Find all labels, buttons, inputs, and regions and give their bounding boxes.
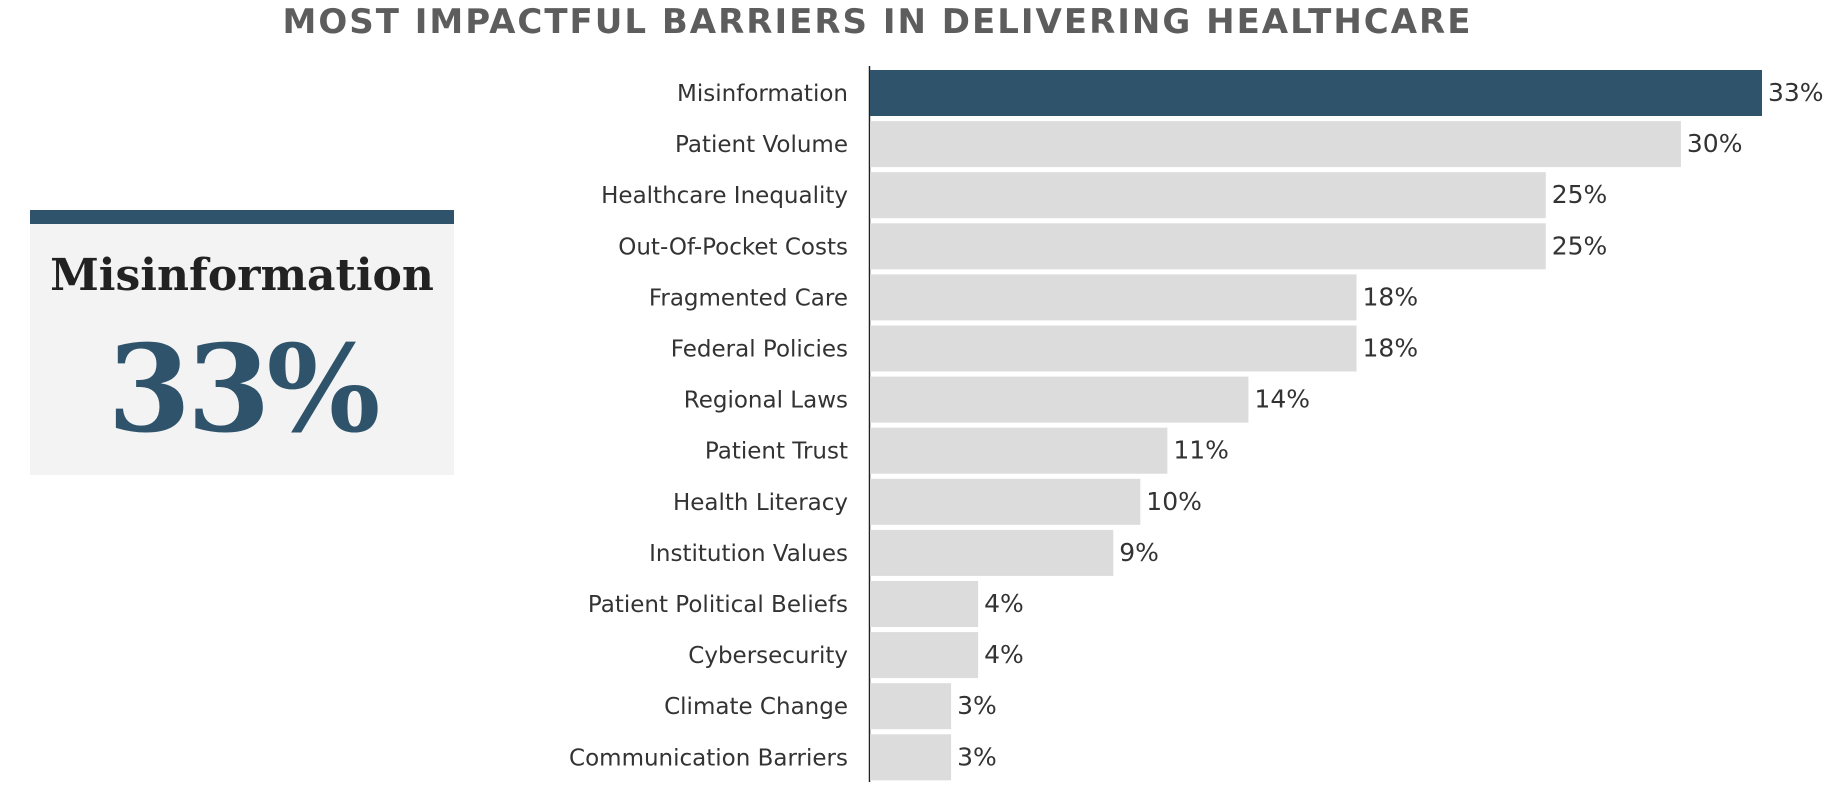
value-label-regional-laws: 14%: [1254, 385, 1310, 414]
category-label-institution-values: Institution Values: [649, 541, 848, 567]
value-label-fragmented-care: 18%: [1363, 282, 1419, 311]
bar-out-of-pocket-costs: [870, 223, 1546, 270]
value-label-healthcare-inequality: 25%: [1552, 180, 1608, 209]
category-label-patient-volume: Patient Volume: [675, 132, 848, 158]
highlight-label: Misinformation: [50, 250, 434, 301]
category-label-climate-change: Climate Change: [664, 694, 848, 720]
category-label-healthcare-inequality: Healthcare Inequality: [601, 183, 848, 209]
category-label-cybersecurity: Cybersecurity: [688, 643, 848, 669]
bar-institution-values: [870, 529, 1114, 576]
value-label-communication-barriers: 3%: [957, 742, 997, 771]
category-label-fragmented-care: Fragmented Care: [649, 285, 848, 311]
category-label-regional-laws: Regional Laws: [684, 388, 848, 414]
value-label-misinformation: 33%: [1768, 78, 1824, 107]
value-label-patient-trust: 11%: [1173, 436, 1229, 465]
bar-fragmented-care: [870, 274, 1357, 321]
bar-healthcare-inequality: [870, 172, 1546, 219]
value-label-climate-change: 3%: [957, 691, 997, 720]
category-labels-group: Misinformation Patient Volume Healthcare I…: [569, 81, 848, 771]
bar-climate-change: [870, 683, 952, 730]
value-label-out-of-pocket-costs: 25%: [1552, 231, 1608, 260]
bar-patient-political-beliefs: [870, 581, 979, 627]
bar-regional-laws: [870, 376, 1249, 423]
highlight-value: 33%: [107, 319, 380, 460]
bar-patient-trust: [870, 427, 1168, 474]
bar-patient-volume: [870, 121, 1681, 168]
bar-misinformation: [870, 70, 1762, 116]
chart-title: MOST IMPACTFUL BARRIERS IN DELIVERING HE…: [282, 2, 1473, 42]
value-label-patient-volume: 30%: [1687, 129, 1743, 158]
bar-cybersecurity: [870, 632, 979, 679]
category-label-health-literacy: Health Literacy: [673, 490, 848, 516]
bar-communication-barriers: [870, 734, 952, 781]
value-labels-group: 33% 30% 25% 25% 18% 18% 14% 11% 10% 9% 4% 4% 3% 3%: [957, 78, 1823, 771]
category-label-out-of-pocket-costs: Out-Of-Pocket Costs: [618, 234, 848, 260]
highlight-card-accent-bar: [30, 210, 454, 224]
bar-health-literacy: [870, 478, 1141, 525]
value-label-health-literacy: 10%: [1146, 487, 1202, 516]
value-label-patient-political-beliefs: 4%: [984, 589, 1024, 618]
highlight-card: Misinformation 33%: [30, 210, 454, 475]
category-label-patient-political-beliefs: Patient Political Beliefs: [588, 592, 848, 618]
value-label-cybersecurity: 4%: [984, 640, 1024, 669]
value-label-institution-values: 9%: [1119, 538, 1159, 567]
category-label-federal-policies: Federal Policies: [671, 337, 848, 363]
value-label-federal-policies: 18%: [1363, 334, 1419, 363]
category-label-misinformation: Misinformation: [677, 81, 848, 107]
category-label-patient-trust: Patient Trust: [705, 439, 848, 465]
bars-group: [870, 70, 1762, 781]
bar-federal-policies: [870, 325, 1357, 372]
category-label-communication-barriers: Communication Barriers: [569, 745, 848, 771]
